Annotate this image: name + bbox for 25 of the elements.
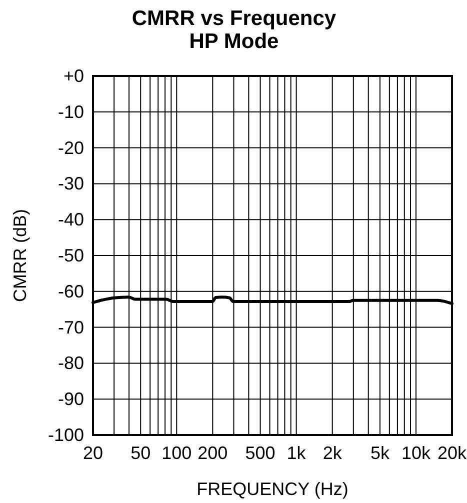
x-tick-label: 5k: [370, 443, 390, 463]
y-tick-label: -50: [58, 246, 84, 266]
y-tick-label: -90: [58, 389, 84, 410]
y-tick-label: -80: [58, 353, 84, 374]
x-tick-label: 20k: [437, 443, 467, 463]
y-axis-title: CMRR (dB): [10, 209, 30, 302]
y-tick-label: -100: [48, 425, 84, 445]
x-tick-label: 20: [82, 443, 104, 463]
x-axis-title: FREQUENCY (Hz): [196, 479, 348, 499]
y-tick-label: -10: [58, 102, 84, 122]
x-tick-label: 10k: [401, 443, 432, 463]
x-tick-label: 500: [245, 443, 276, 463]
chart-subtitle: HP Mode: [189, 30, 279, 53]
y-tick-label: -40: [58, 210, 84, 230]
x-tick-label: 100: [162, 443, 192, 463]
y-tick-label: -20: [58, 138, 84, 158]
chart-title: CMRR vs Frequency: [132, 7, 336, 30]
y-tick-label: -30: [58, 174, 84, 194]
x-tick-label: 2k: [322, 443, 343, 463]
y-tick-label: -70: [58, 317, 84, 338]
y-tick-label: +0: [63, 66, 84, 86]
x-tick-label: 1k: [286, 443, 307, 463]
x-tick-label: 50: [130, 443, 151, 463]
y-tick-label: -60: [58, 281, 84, 302]
x-tick-label: 200: [198, 443, 228, 463]
